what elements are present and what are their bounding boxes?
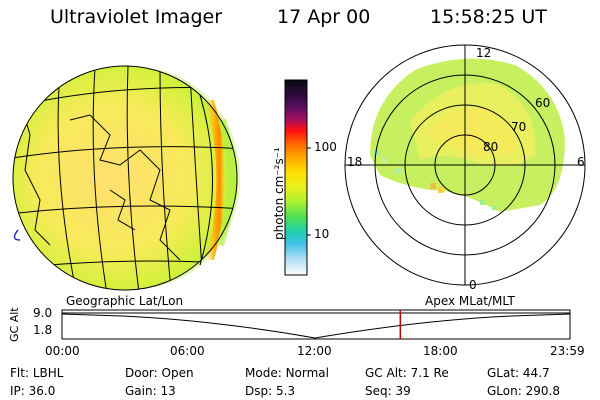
observation-date: 17 Apr 00: [277, 6, 371, 28]
timeline-plot: [61, 309, 571, 340]
timeline-x-tick-2: 12:00: [297, 344, 332, 358]
timeline-x-tick-0: 00:00: [45, 344, 80, 358]
timeline-left-title: Geographic Lat/Lon: [66, 294, 184, 308]
observation-time: 15:58:25 UT: [430, 6, 547, 28]
timeline-x-tick-1: 06:00: [170, 344, 205, 358]
mlt-label-6: 6: [577, 155, 585, 169]
instrument-title: Ultraviolet Imager: [50, 6, 223, 28]
info-seq: Seq: 39: [365, 384, 411, 398]
info-ip: IP: 36.0: [10, 384, 56, 398]
info-flt: Flt: LBHL: [10, 366, 64, 380]
mlat-label-70: 70: [511, 120, 527, 134]
info-glon: GLon: 290.8: [487, 384, 560, 398]
polar-plot: [344, 44, 586, 286]
info-gain: Gain: 13: [125, 384, 176, 398]
timeline-y-tick-min: 1.8: [33, 323, 53, 337]
geographic-image: [12, 65, 240, 291]
info-mode: Mode: Normal: [245, 366, 329, 380]
info-door: Door: Open: [125, 366, 194, 380]
timeline-y-tick-max: 9.0: [33, 306, 53, 320]
mlt-label-12: 12: [476, 46, 492, 60]
timeline-x-tick-3: 18:00: [423, 344, 458, 358]
mlt-label-0: 0: [469, 278, 477, 292]
colorbar: [284, 79, 311, 276]
colorbar-unit-label: photon cm⁻²s⁻¹: [272, 147, 286, 240]
timeline-right-title: Apex MLat/MLT: [425, 294, 515, 308]
mlat-label-80: 80: [483, 140, 499, 154]
mlat-label-60: 60: [535, 96, 551, 110]
timeline-y-label: GC Alt: [8, 307, 21, 342]
info-dsp: Dsp: 5.3: [245, 384, 296, 398]
colorbar-tick-100: 100: [314, 140, 337, 154]
info-gc-alt: GC Alt: 7.1 Re: [365, 366, 449, 380]
colorbar-tick-10: 10: [314, 227, 330, 241]
mlt-label-18: 18: [347, 155, 363, 169]
info-glat: GLat: 44.7: [487, 366, 550, 380]
timeline-x-tick-4: 23:59: [550, 344, 585, 358]
